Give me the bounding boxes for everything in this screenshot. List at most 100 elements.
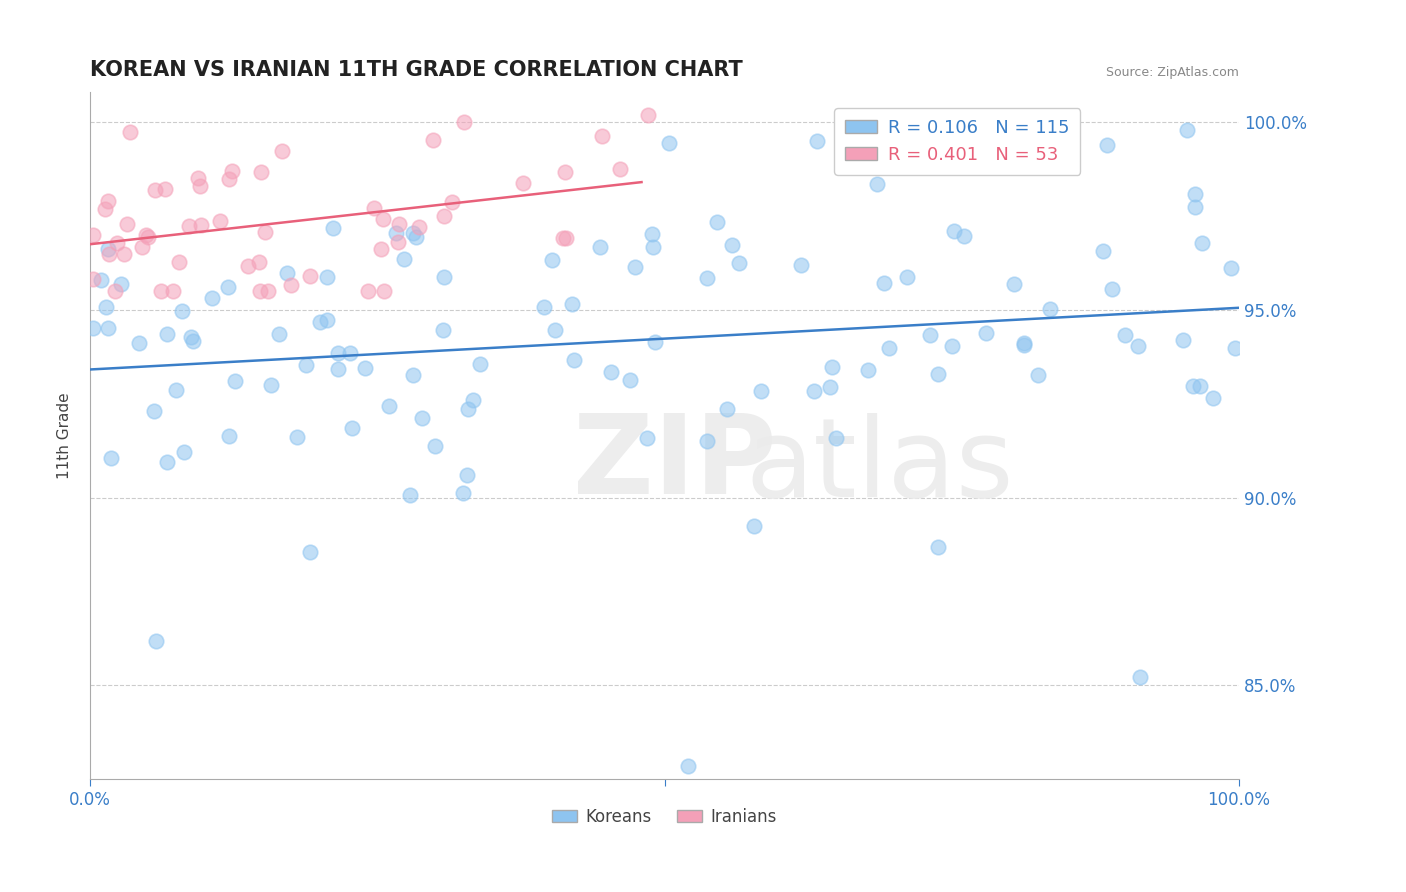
Point: [408, 219, 430, 234]
Point: [423, 439, 446, 453]
Point: [254, 225, 277, 239]
Point: [401, 227, 423, 241]
Point: [461, 393, 484, 408]
Point: [271, 144, 294, 158]
Point: [280, 277, 302, 292]
Point: [637, 108, 659, 122]
Point: [562, 352, 585, 367]
Point: [153, 182, 176, 196]
Point: [821, 360, 844, 375]
Point: [927, 367, 949, 381]
Point: [181, 334, 204, 349]
Point: [1026, 368, 1049, 383]
Point: [342, 421, 364, 435]
Point: [156, 455, 179, 469]
Point: [326, 362, 349, 376]
Point: [1002, 277, 1025, 291]
Point: [591, 128, 613, 143]
Point: [105, 236, 128, 251]
Point: [377, 399, 399, 413]
Point: [173, 445, 195, 459]
Point: [128, 336, 150, 351]
Point: [541, 252, 564, 267]
Point: [441, 195, 464, 210]
Point: [1095, 138, 1118, 153]
Point: [143, 183, 166, 197]
Point: [387, 235, 409, 249]
Point: [873, 276, 896, 290]
Point: [190, 218, 212, 232]
Text: KOREAN VS IRANIAN 11TH GRADE CORRELATION CHART: KOREAN VS IRANIAN 11TH GRADE CORRELATION…: [90, 60, 742, 79]
Point: [658, 136, 681, 150]
Point: [706, 214, 728, 228]
Point: [371, 212, 394, 227]
Point: [145, 634, 167, 648]
Point: [1181, 379, 1204, 393]
Point: [110, 277, 132, 292]
Point: [94, 202, 117, 216]
Point: [856, 363, 879, 377]
Point: [97, 320, 120, 334]
Point: [402, 368, 425, 382]
Point: [209, 213, 232, 227]
Point: [544, 323, 567, 337]
Point: [188, 179, 211, 194]
Point: [166, 383, 188, 397]
Point: [696, 271, 718, 285]
Point: [643, 240, 665, 254]
Point: [742, 518, 765, 533]
Point: [356, 284, 378, 298]
Point: [640, 227, 662, 241]
Point: [818, 380, 841, 394]
Point: [803, 384, 825, 398]
Point: [104, 284, 127, 298]
Point: [1189, 379, 1212, 393]
Point: [433, 270, 456, 285]
Point: [82, 227, 104, 242]
Point: [1184, 201, 1206, 215]
Point: [636, 431, 658, 445]
Point: [554, 231, 576, 245]
Point: [877, 341, 900, 355]
Point: [363, 201, 385, 215]
Point: [457, 402, 479, 417]
Point: [249, 284, 271, 298]
Point: [97, 247, 120, 261]
Point: [1184, 186, 1206, 201]
Point: [941, 338, 963, 352]
Point: [1012, 335, 1035, 350]
Point: [953, 229, 976, 244]
Point: [388, 217, 411, 231]
Point: [373, 284, 395, 298]
Point: [974, 326, 997, 341]
Point: [1092, 244, 1115, 258]
Point: [451, 485, 474, 500]
Point: [533, 300, 555, 314]
Point: [322, 220, 344, 235]
Point: [806, 135, 828, 149]
Point: [749, 384, 772, 399]
Point: [432, 322, 454, 336]
Point: [453, 115, 475, 129]
Point: [619, 373, 641, 387]
Point: [257, 284, 280, 298]
Point: [179, 219, 201, 234]
Point: [276, 266, 298, 280]
Point: [422, 133, 444, 147]
Point: [100, 451, 122, 466]
Point: [1175, 123, 1198, 137]
Point: [308, 315, 330, 329]
Point: [825, 431, 848, 445]
Point: [150, 284, 173, 298]
Point: [943, 224, 966, 238]
Point: [384, 226, 406, 240]
Point: [644, 335, 666, 350]
Y-axis label: 11th Grade: 11th Grade: [58, 392, 72, 479]
Point: [1225, 341, 1247, 355]
Point: [218, 172, 240, 186]
Point: [136, 230, 159, 244]
Point: [221, 164, 243, 178]
Text: Source: ZipAtlas.com: Source: ZipAtlas.com: [1107, 65, 1239, 78]
Point: [96, 194, 118, 208]
Point: [217, 280, 239, 294]
